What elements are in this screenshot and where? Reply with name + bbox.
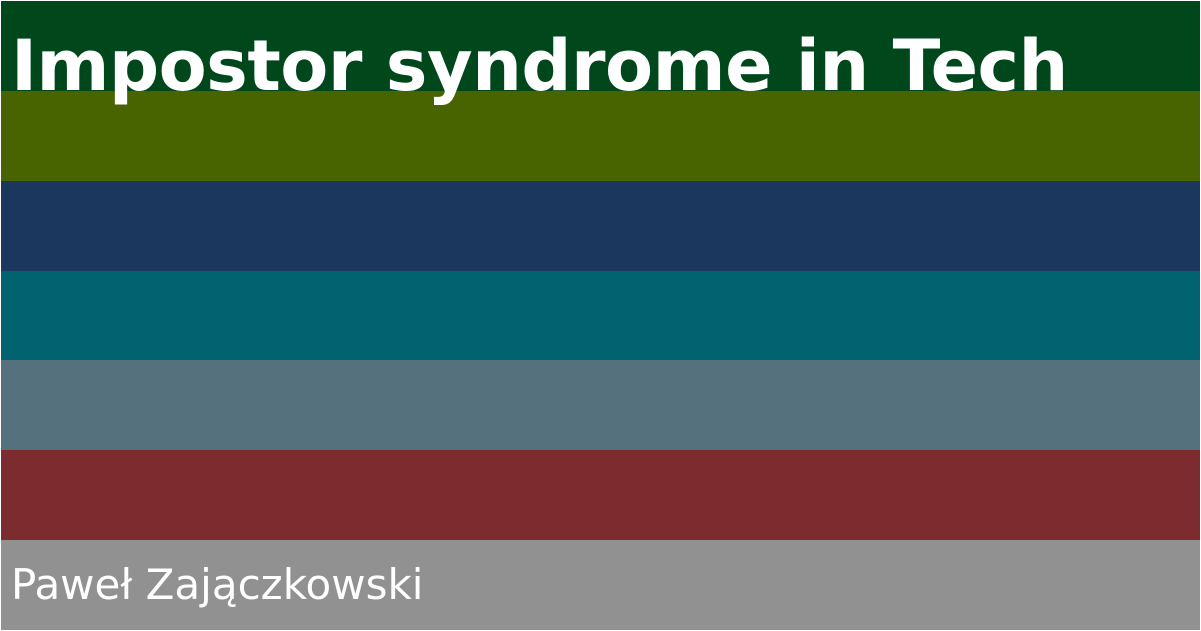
- page-title: Impostor syndrome in Tech: [11, 25, 1068, 107]
- stripe-olive: [1, 90, 1200, 181]
- stripe-navy: [1, 180, 1200, 271]
- stripe-slate: [1, 360, 1200, 451]
- stripe-teal: [1, 270, 1200, 361]
- stripe-dark-green: [1, 1, 1200, 91]
- author-name: Paweł Zajączkowski: [11, 560, 424, 609]
- stripe-gray: [1, 540, 1200, 631]
- stripe-maroon: [1, 450, 1200, 541]
